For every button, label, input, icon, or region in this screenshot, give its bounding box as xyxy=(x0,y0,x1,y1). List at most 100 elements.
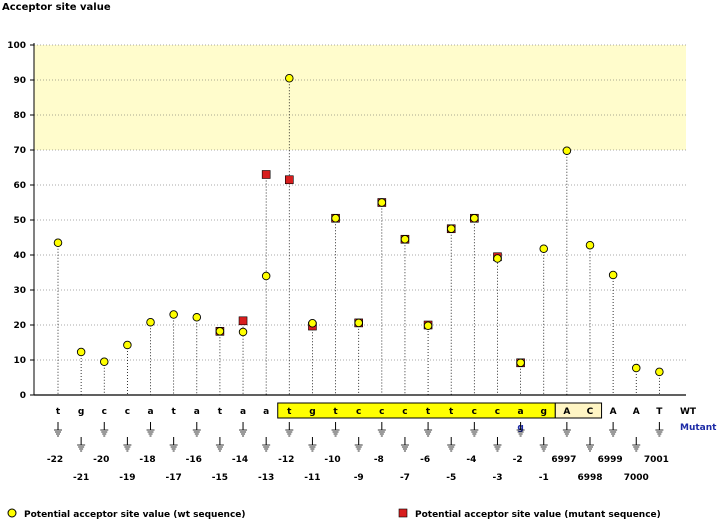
wt-base--4: c xyxy=(472,407,477,417)
wt-base-6999: A xyxy=(610,407,617,417)
position-label--12: -12 xyxy=(278,455,294,465)
wt-base--10: t xyxy=(333,407,338,417)
wt-point--12 xyxy=(285,73,294,83)
exon-box xyxy=(554,402,603,419)
ground-symbol-3 xyxy=(123,437,132,452)
position-label--11: -11 xyxy=(304,473,320,483)
y-axis-title: Acceptor site value xyxy=(2,2,111,13)
y-tick-label-80: 80 xyxy=(13,111,26,121)
wt-point--20 xyxy=(100,357,109,367)
wt-row-label: WT xyxy=(680,407,697,417)
y-tick-label-90: 90 xyxy=(13,76,26,86)
wt-point--19 xyxy=(123,340,132,350)
wt-base--7: c xyxy=(402,407,407,417)
position-label--10: -10 xyxy=(324,455,340,465)
ground-symbol-1 xyxy=(77,437,86,452)
ground-symbol-12 xyxy=(331,422,340,437)
wt-point-7000 xyxy=(632,363,641,373)
wt-point--17 xyxy=(169,310,178,319)
wt-base--14: a xyxy=(240,407,246,417)
position-label--20: -20 xyxy=(93,455,109,465)
position-label--16: -16 xyxy=(186,455,202,465)
position-label--9: -9 xyxy=(354,473,364,483)
ground-symbol-6 xyxy=(192,422,201,437)
ground-symbol-2 xyxy=(100,422,109,437)
ground-symbol-23 xyxy=(585,437,594,452)
wt-base--3: c xyxy=(495,407,500,417)
ground-symbol-4 xyxy=(146,422,155,437)
ground-symbol-17 xyxy=(447,437,456,452)
position-label--2: -2 xyxy=(513,455,523,465)
legend-wt-marker xyxy=(7,508,17,518)
ground-symbol-14 xyxy=(377,422,386,437)
wt-point-6997 xyxy=(562,146,572,155)
y-tick-label-30: 30 xyxy=(13,286,26,296)
wt-base--9: c xyxy=(356,407,361,417)
ground-symbol-11 xyxy=(308,437,317,452)
ground-symbol-0 xyxy=(54,422,62,437)
ground-symbol-25 xyxy=(632,437,641,452)
ground-symbol-18 xyxy=(470,422,479,437)
legend-wt-label: Potential acceptor site value (wt sequen… xyxy=(24,510,246,520)
position-label--15: -15 xyxy=(212,473,228,483)
stems xyxy=(57,78,660,395)
ground-symbol-20 xyxy=(516,422,525,437)
wt-base--2: a xyxy=(518,407,524,417)
wt-base-6998: C xyxy=(587,407,594,417)
position-label--4: -4 xyxy=(466,455,476,465)
wt-point--9 xyxy=(354,318,363,328)
ground-symbol-24 xyxy=(609,422,618,437)
legend: Potential acceptor site value (wt sequen… xyxy=(7,508,661,520)
ground-symbol-10 xyxy=(285,422,294,437)
legend-mutant-marker xyxy=(398,508,408,518)
wt-point--8 xyxy=(377,198,387,207)
ground-symbol-26 xyxy=(655,422,664,437)
wt-point--11 xyxy=(308,319,317,328)
ground-symbol-9 xyxy=(262,437,271,452)
position-label--6: -6 xyxy=(420,455,430,465)
position-label--14: -14 xyxy=(232,455,248,465)
y-tick-label-100: 100 xyxy=(7,41,26,51)
wt-base--21: g xyxy=(78,407,84,417)
wt-base--19: c xyxy=(125,407,130,417)
wt-point--10 xyxy=(331,213,340,223)
wt-base--16: a xyxy=(194,407,200,417)
y-tick-label-60: 60 xyxy=(13,181,26,191)
wt-point--13 xyxy=(261,271,271,281)
wt-point--21 xyxy=(76,347,86,357)
wt-base--6: t xyxy=(426,407,431,417)
y-axis: 0 10 20 30 40 50 60 70 80 90 100 xyxy=(7,41,686,401)
position-label--7: -7 xyxy=(400,473,410,483)
position-label--8: -8 xyxy=(374,455,384,465)
position-label--21: -21 xyxy=(73,473,89,483)
legend-mutant-label: Potential acceptor site value (mutant se… xyxy=(415,510,661,520)
position-label-6997: 6997 xyxy=(551,455,576,465)
grid-lines xyxy=(34,44,686,361)
wt-base--13: a xyxy=(263,407,269,417)
y-tick-label-50: 50 xyxy=(13,216,26,226)
wt-point--2 xyxy=(516,358,525,368)
wt-point--3 xyxy=(493,254,502,263)
y-tick-label-70: 70 xyxy=(13,146,26,156)
ground-symbol-13 xyxy=(354,437,363,452)
wt-base--18: a xyxy=(147,407,153,417)
sequence-boxes xyxy=(277,402,603,419)
wt-point-7001 xyxy=(655,367,664,377)
position-label--3: -3 xyxy=(492,473,502,483)
wt-base--12: t xyxy=(287,407,292,417)
position-label--13: -13 xyxy=(258,473,274,483)
wt-point--16 xyxy=(192,313,202,322)
wt-point--22 xyxy=(53,238,63,247)
position-label--1: -1 xyxy=(539,473,549,483)
wt-point--4 xyxy=(470,213,479,223)
wt-point--15 xyxy=(215,327,225,336)
position-label-7001: 7001 xyxy=(644,455,669,465)
wt-point--7 xyxy=(400,234,410,244)
wt-base--22: t xyxy=(56,407,61,417)
ground-symbol-21 xyxy=(539,437,548,452)
y-tick-label-20: 20 xyxy=(13,321,26,331)
wt-point--18 xyxy=(146,317,155,327)
highlight-band xyxy=(34,45,686,150)
position-label-7000: 7000 xyxy=(624,473,649,483)
